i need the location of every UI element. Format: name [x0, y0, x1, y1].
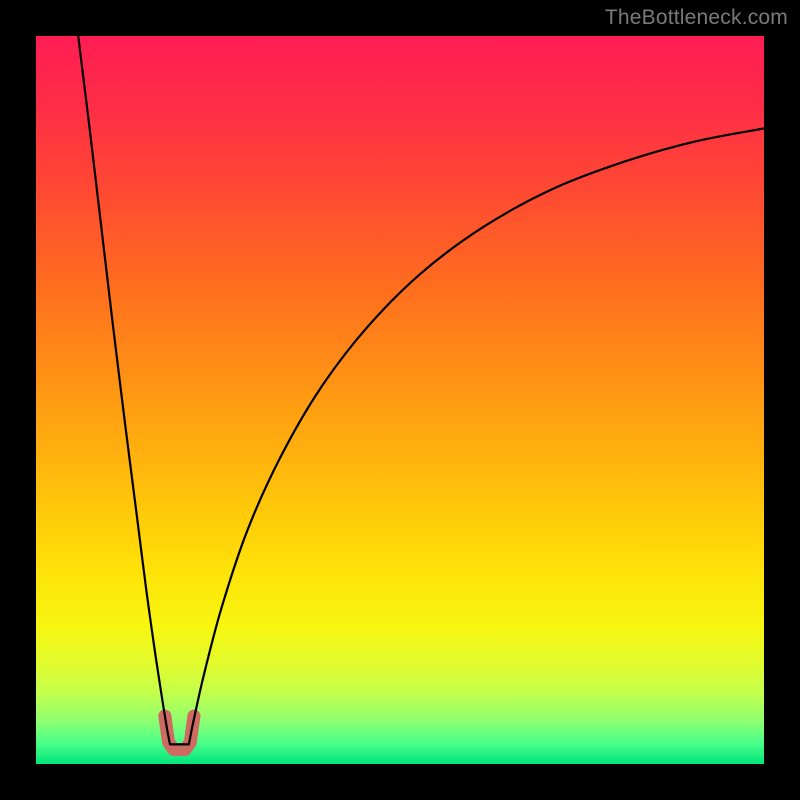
watermark-text: TheBottleneck.com [605, 6, 788, 30]
chart-container: TheBottleneck.com [0, 0, 800, 800]
plot-area [36, 36, 764, 764]
chart-svg [0, 0, 800, 800]
